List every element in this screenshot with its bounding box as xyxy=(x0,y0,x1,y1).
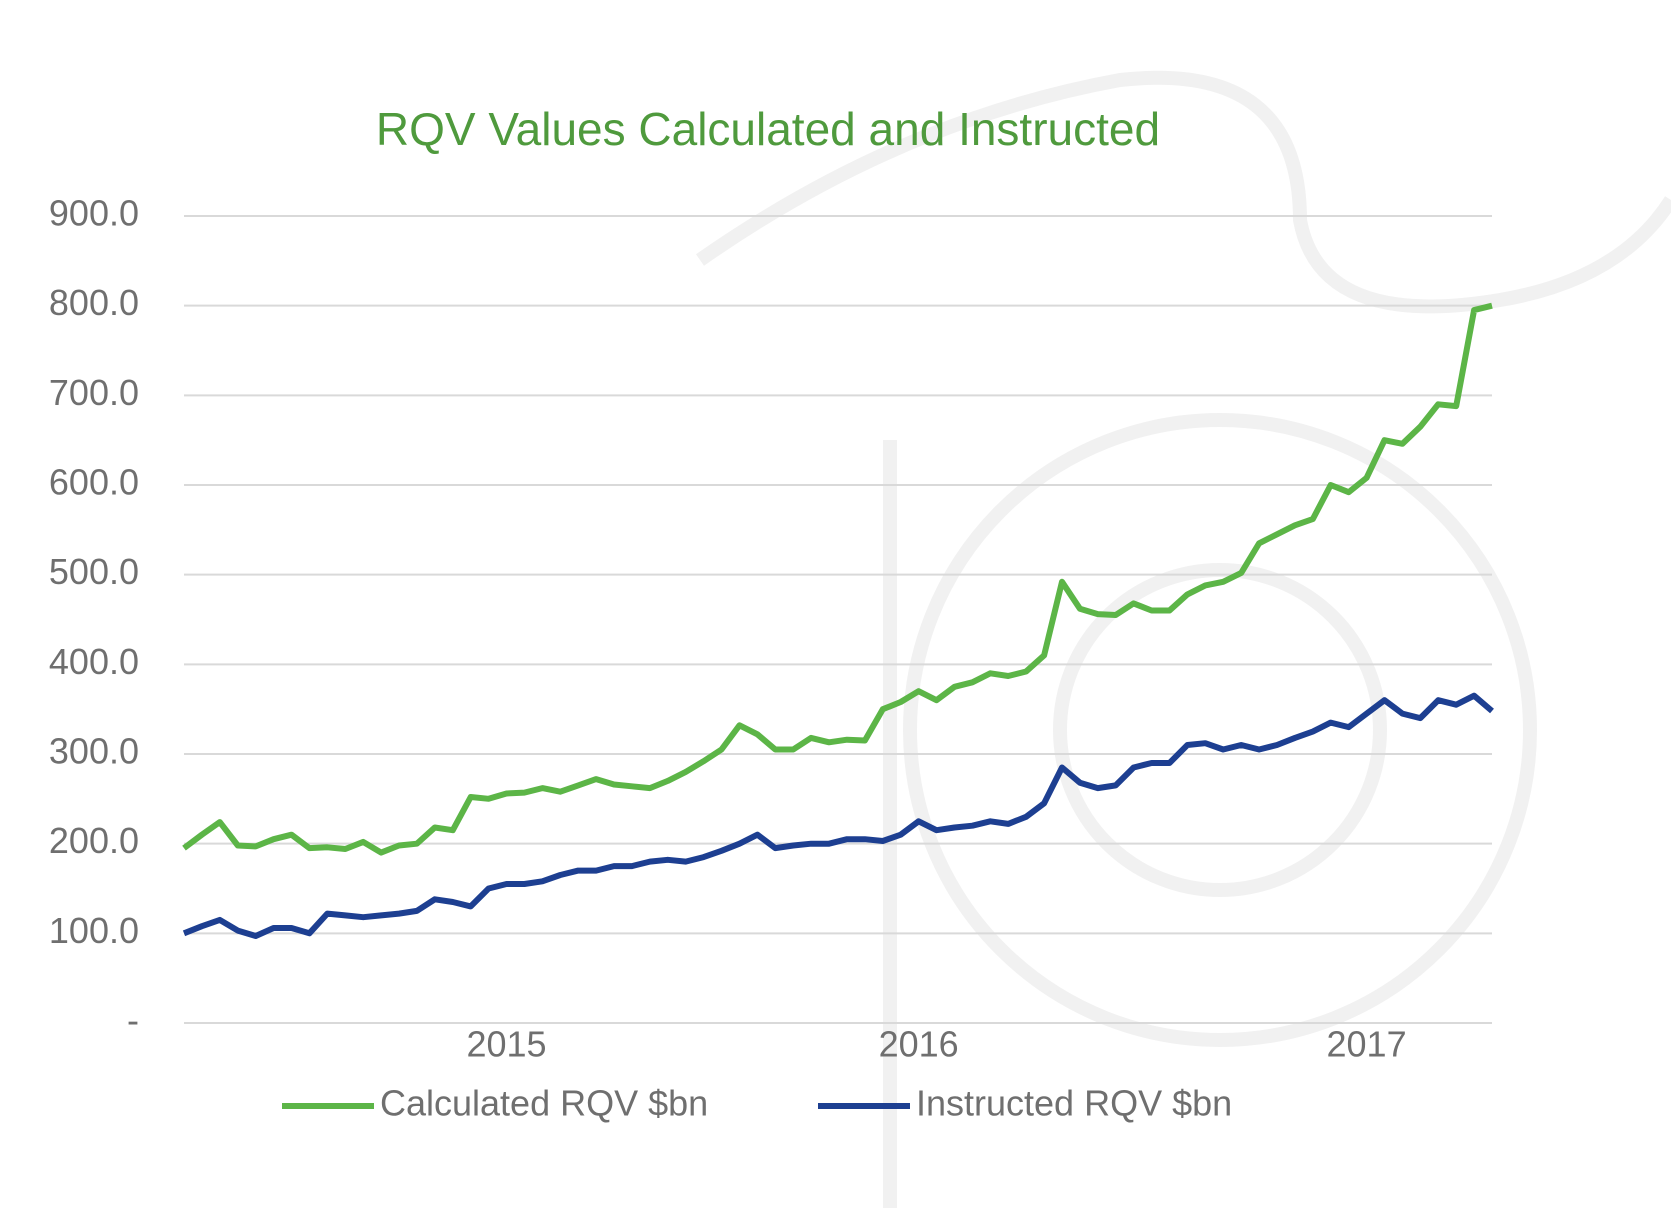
series-line xyxy=(182,302,1493,856)
legend-label: Calculated RQV $bn xyxy=(380,1083,708,1124)
watermark xyxy=(695,70,1671,1208)
y-tick-label: 200.0 xyxy=(49,820,139,861)
series-line xyxy=(182,692,1494,939)
y-tick-label: 300.0 xyxy=(49,731,139,772)
y-tick-label: 600.0 xyxy=(49,462,139,503)
y-tick-label: 500.0 xyxy=(49,551,139,592)
chart-title: RQV Values Calculated and Instructed xyxy=(376,103,1160,155)
y-tick-label: 100.0 xyxy=(49,910,139,951)
y-tick-label: 400.0 xyxy=(49,641,139,682)
x-tick-label: 2017 xyxy=(1327,1024,1407,1065)
y-tick-label: 800.0 xyxy=(49,282,139,323)
y-tick-label: - xyxy=(127,1000,139,1041)
y-tick-label: 700.0 xyxy=(49,372,139,413)
x-tick-label: 2015 xyxy=(466,1024,546,1065)
legend-label: Instructed RQV $bn xyxy=(916,1083,1232,1124)
x-tick-label: 2016 xyxy=(879,1024,959,1065)
y-tick-label: 900.0 xyxy=(49,193,139,234)
